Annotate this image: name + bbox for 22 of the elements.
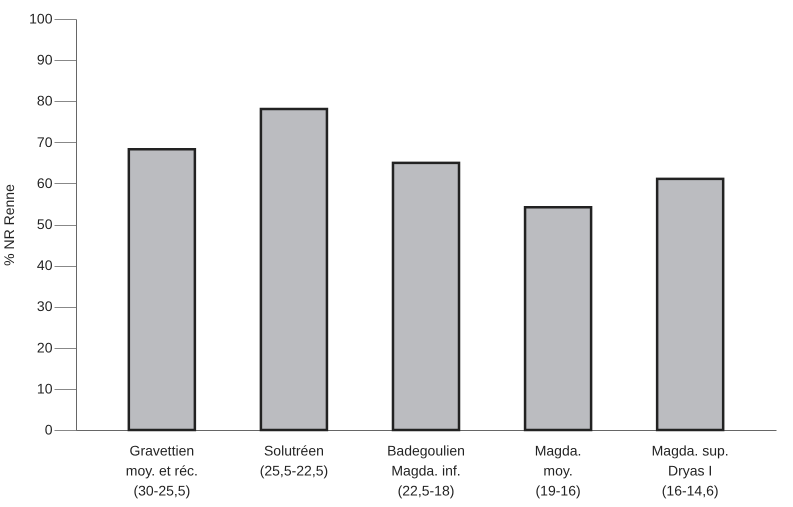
bar bbox=[392, 162, 460, 432]
y-tick-label: 40 bbox=[36, 257, 53, 274]
y-tick-label: 10 bbox=[36, 380, 53, 396]
y-tick-label: 70 bbox=[36, 134, 53, 150]
y-tick-label: 100 bbox=[29, 10, 53, 26]
y-tick-label: 60 bbox=[36, 174, 53, 191]
y-tick-label: 20 bbox=[36, 339, 53, 356]
y-tick-label: 80 bbox=[36, 92, 53, 109]
y-tick-label: 90 bbox=[36, 52, 53, 68]
x-tick-label: Magda. moy. (19-16) bbox=[534, 442, 582, 498]
x-tick-label: Badegoulien Magda. inf. (22,5-18) bbox=[387, 442, 465, 498]
bar bbox=[656, 178, 724, 432]
y-axis-title: % NR Renne bbox=[1, 184, 18, 266]
y-tick-label: 0 bbox=[44, 422, 53, 438]
x-tick-label: Gravettien moy. et réc. (30-25,5) bbox=[126, 442, 198, 498]
bar bbox=[524, 206, 592, 432]
bar bbox=[128, 148, 196, 432]
y-tick-label: 30 bbox=[36, 298, 53, 314]
x-tick-label: Solutréen (25,5-22,5) bbox=[260, 442, 328, 478]
bar bbox=[260, 108, 328, 432]
y-tick-label: 50 bbox=[36, 216, 53, 232]
x-tick-label: Magda. sup. Dryas I (16-14,6) bbox=[652, 442, 729, 498]
